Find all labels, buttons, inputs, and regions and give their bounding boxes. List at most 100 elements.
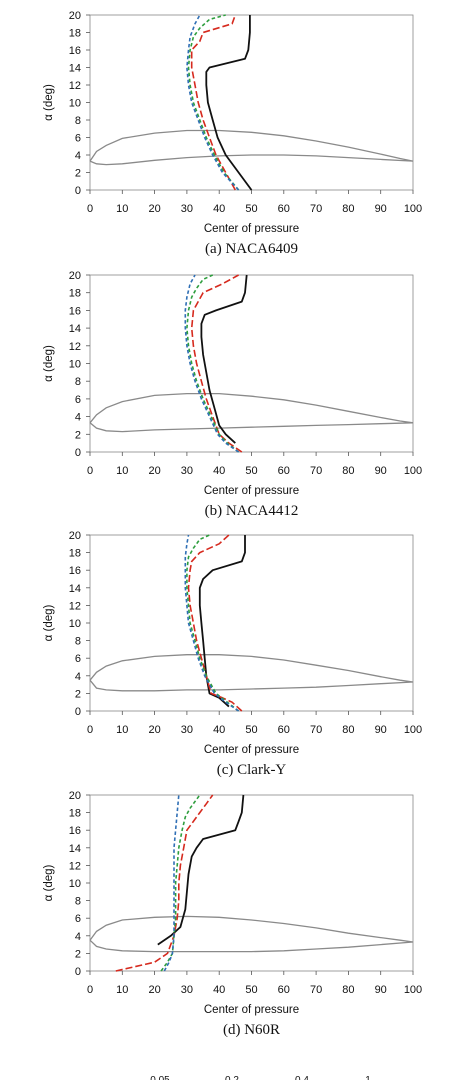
x-tick-label: 20 <box>148 984 160 996</box>
x-tick-label: 10 <box>116 203 128 215</box>
x-tick-label: 70 <box>310 203 322 215</box>
y-axis-label: α (deg) <box>43 604 55 641</box>
y-tick-label: 8 <box>75 636 81 648</box>
y-tick-label: 12 <box>69 600 81 612</box>
x-tick-label: 40 <box>213 724 225 736</box>
airfoil-outline <box>89 129 414 166</box>
x-tick-label: 30 <box>181 465 193 477</box>
y-tick-label: 16 <box>69 565 81 577</box>
x-tick-label: 100 <box>404 465 422 477</box>
series-blue-dotted <box>186 14 240 191</box>
x-tick-label: 30 <box>181 203 193 215</box>
x-tick-label: 50 <box>245 724 257 736</box>
y-tick-label: 14 <box>69 843 81 855</box>
y-tick-label: 10 <box>69 359 81 371</box>
y-tick-label: 4 <box>75 931 81 943</box>
panel-caption: (a) NACA6409 <box>205 241 298 257</box>
series-blue-dotted <box>184 534 240 712</box>
series-green-dotted <box>186 274 240 453</box>
y-tick-label: 12 <box>69 341 81 353</box>
x-tick-label: 10 <box>116 724 128 736</box>
x-tick-label: 20 <box>148 203 160 215</box>
x-tick-label: 80 <box>342 724 354 736</box>
x-tick-label: 0 <box>87 984 93 996</box>
x-tick-label: 40 <box>213 203 225 215</box>
x-tick-label: 80 <box>342 203 354 215</box>
legend-partial: 0.05 0.2 0.4 1 <box>150 1075 371 1080</box>
plot-frame <box>89 14 414 191</box>
series-black-solid <box>157 794 245 946</box>
x-tick-label: 20 <box>148 724 160 736</box>
x-tick-label: 90 <box>375 465 387 477</box>
x-tick-label: 60 <box>278 984 290 996</box>
y-tick-label: 14 <box>69 323 81 335</box>
x-tick-label: 10 <box>116 465 128 477</box>
y-tick-label: 0 <box>75 966 81 978</box>
panel-caption: (d) N60R <box>223 1022 280 1038</box>
x-tick-label: 90 <box>375 203 387 215</box>
x-tick-label: 100 <box>404 984 422 996</box>
x-axis-label: Center of pressure <box>204 223 299 235</box>
y-tick-label: 8 <box>75 115 81 127</box>
y-tick-label: 20 <box>69 530 81 542</box>
y-tick-label: 20 <box>69 10 81 22</box>
series-green-dotted <box>186 534 240 712</box>
panel-caption: (c) Clark-Y <box>217 762 287 778</box>
y-tick-label: 14 <box>69 583 81 595</box>
series-red-dashed <box>115 794 214 972</box>
x-tick-label: 70 <box>310 984 322 996</box>
y-tick-label: 6 <box>75 913 81 925</box>
y-tick-label: 4 <box>75 671 81 683</box>
legend-label: 0.4 <box>295 1075 309 1080</box>
y-tick-label: 2 <box>75 168 81 180</box>
y-axis-label: α (deg) <box>43 345 55 382</box>
legend-label: 0.05 <box>150 1075 170 1080</box>
chart-panel-3: 0 2 4 6 8 10 12 14 16 18 20 0 10 20 30 40 50 60 70 80 90 100 C… <box>43 530 422 778</box>
x-tick-label: 50 <box>245 203 257 215</box>
y-tick-label: 16 <box>69 305 81 317</box>
y-tick-label: 8 <box>75 896 81 908</box>
x-tick-label: 70 <box>310 465 322 477</box>
y-tick-label: 10 <box>69 618 81 630</box>
series-red-dashed <box>190 14 237 191</box>
x-tick-label: 40 <box>213 984 225 996</box>
series-black-solid <box>200 274 248 444</box>
x-tick-label: 100 <box>404 724 422 736</box>
y-tick-label: 20 <box>69 270 81 282</box>
series-red-dashed <box>190 274 243 453</box>
y-tick-label: 6 <box>75 653 81 665</box>
plot-frame <box>89 794 414 972</box>
series-black-solid <box>205 15 253 191</box>
x-tick-label: 80 <box>342 465 354 477</box>
x-tick-label: 60 <box>278 465 290 477</box>
x-tick-label: 30 <box>181 984 193 996</box>
x-tick-label: 90 <box>375 724 387 736</box>
x-tick-label: 50 <box>245 465 257 477</box>
y-tick-label: 2 <box>75 429 81 441</box>
y-tick-label: 4 <box>75 150 81 162</box>
x-tick-label: 0 <box>87 203 93 215</box>
series-black-solid <box>198 535 246 708</box>
y-tick-label: 14 <box>69 63 81 75</box>
x-tick-label: 20 <box>148 465 160 477</box>
series-green-dotted <box>187 14 240 191</box>
x-tick-label: 0 <box>87 724 93 736</box>
x-axis-label: Center of pressure <box>204 485 299 497</box>
chart-panel-1: 0 2 4 6 8 10 12 14 16 18 20 0 10 20 30 40 50 60 70 80 90 100 C… <box>43 10 422 257</box>
airfoil-outline <box>89 392 414 433</box>
x-axis-label: Center of pressure <box>204 744 299 756</box>
y-tick-label: 18 <box>69 28 81 40</box>
series-red-dashed <box>187 534 243 712</box>
y-tick-label: 6 <box>75 133 81 145</box>
x-tick-label: 0 <box>87 465 93 477</box>
x-tick-label: 80 <box>342 984 354 996</box>
y-axis-label: α (deg) <box>43 864 55 901</box>
y-tick-label: 12 <box>69 80 81 92</box>
y-tick-label: 8 <box>75 376 81 388</box>
x-tick-label: 100 <box>404 203 422 215</box>
x-tick-label: 60 <box>278 203 290 215</box>
legend-label: 1 <box>365 1075 371 1080</box>
x-tick-label: 70 <box>310 724 322 736</box>
y-tick-label: 0 <box>75 447 81 459</box>
